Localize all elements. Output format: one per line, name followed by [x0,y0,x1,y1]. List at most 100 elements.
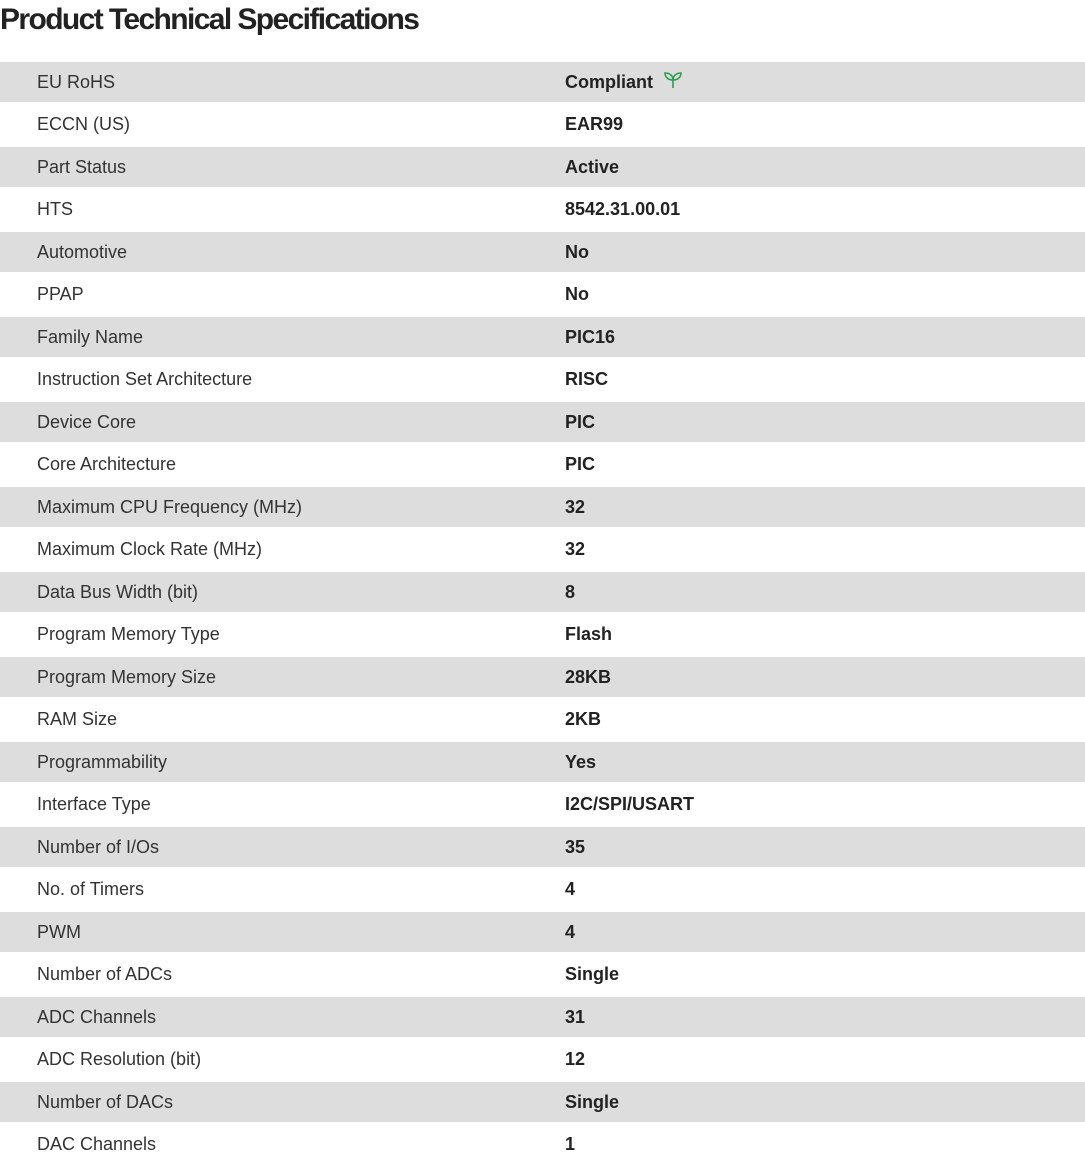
spec-label: ADC Resolution (bit) [37,1049,202,1069]
spec-value: Compliant [565,71,683,94]
spec-value: Flash [565,624,612,645]
spec-row: Maximum CPU Frequency (MHz) 32 [0,487,1085,527]
spec-label: Family Name [37,326,144,347]
spec-label: Program Memory Size [37,666,217,687]
spec-value-text: No [565,241,589,262]
spec-label: PPAP [37,284,84,304]
spec-value-text: 1 [565,1134,576,1154]
spec-value-text: PIC [565,454,596,474]
spec-value-text: I2C/SPI/USART [565,794,695,814]
spec-value-text: 4 [565,921,576,942]
spec-label: Programmability [37,751,168,772]
spec-label: PWM [37,921,81,942]
spec-row: HTS 8542.31.00.01 [0,187,1085,232]
spec-value: 12 [565,1049,585,1070]
spec-label: RAM Size [37,709,118,729]
spec-value: Single [565,964,619,985]
spec-label: Device Core [37,411,137,432]
spec-value-text: Yes [565,751,597,772]
spec-label: Maximum CPU Frequency (MHz) [37,496,303,517]
spec-value-text: 8542.31.00.01 [565,199,681,219]
spec-value-text: 31 [565,1006,586,1027]
spec-value-text: 12 [565,1049,586,1069]
spec-value-text: 32 [565,496,586,517]
spec-value-text: PIC16 [565,326,616,347]
spec-label: ECCN (US) [37,114,130,134]
spec-value-text: 4 [565,879,576,899]
spec-value: 28KB [565,667,611,688]
spec-value: No [565,242,589,263]
spec-label: No. of Timers [37,879,145,899]
spec-label: ADC Channels [37,1006,157,1027]
spec-value: PIC [565,454,595,475]
spec-row: Programmability Yes [0,742,1085,782]
spec-label: Data Bus Width (bit) [37,581,199,602]
spec-label: DAC Channels [37,1134,157,1154]
spec-value-text: Compliant [565,71,653,92]
spec-label: Number of I/Os [37,836,160,857]
spec-value-text: EAR99 [565,114,624,134]
spec-row: Maximum Clock Rate (MHz) 32 [0,527,1085,572]
spec-label: Core Architecture [37,454,177,474]
spec-row: Program Memory Size 28KB [0,657,1085,697]
spec-value: Single [565,1092,619,1113]
spec-row: Family Name PIC16 [0,317,1085,357]
spec-row: ADC Channels 31 [0,997,1085,1037]
spec-row: ADC Resolution (bit) 12 [0,1037,1085,1082]
spec-row: EU RoHS Compliant [0,62,1085,102]
spec-value: I2C/SPI/USART [565,794,694,815]
spec-value-text: 35 [565,836,586,857]
spec-value-text: Single [565,964,620,984]
spec-value-text: RISC [565,369,609,389]
spec-row: PPAP No [0,272,1085,317]
spec-value-text: Flash [565,624,613,644]
spec-value: 32 [565,497,585,518]
spec-label: Interface Type [37,794,151,814]
spec-value: RISC [565,369,608,390]
spec-label: HTS [37,199,73,219]
spec-row: Interface Type I2C/SPI/USART [0,782,1085,827]
spec-label: Instruction Set Architecture [37,369,253,389]
spec-row: Core Architecture PIC [0,442,1085,487]
spec-value: 2KB [565,709,601,730]
spec-row: Number of ADCs Single [0,952,1085,997]
spec-value: 31 [565,1007,585,1028]
spec-value: 1 [565,1134,575,1155]
spec-value: 4 [565,879,575,900]
spec-value: PIC16 [565,327,615,348]
spec-value-text: 2KB [565,709,602,729]
spec-row: Data Bus Width (bit) 8 [0,572,1085,612]
spec-row: Instruction Set Architecture RISC [0,357,1085,402]
spec-label: Number of DACs [37,1091,174,1112]
spec-label: Automotive [37,241,128,262]
spec-table: EU RoHS Compliant ECCN (US) EAR99 Part Statu… [0,62,1085,1167]
spec-row: No. of Timers 4 [0,867,1085,912]
spec-value: 8542.31.00.01 [565,199,680,220]
spec-label: Program Memory Type [37,624,220,644]
spec-value-text: 28KB [565,666,612,687]
spec-row: Automotive No [0,232,1085,272]
spec-value: Active [565,157,619,178]
spec-value-text: 32 [565,539,586,559]
spec-value-text: 8 [565,581,576,602]
spec-value: 4 [565,922,575,943]
spec-row: Number of DACs Single [0,1082,1085,1122]
spec-value: 8 [565,582,575,603]
spec-value: EAR99 [565,114,623,135]
spec-row: Device Core PIC [0,402,1085,442]
spec-label: EU RoHS [37,71,116,92]
spec-row: Number of I/Os 35 [0,827,1085,867]
spec-value-text: No [565,284,589,304]
spec-value-text: Single [565,1091,620,1112]
spec-label: Maximum Clock Rate (MHz) [37,539,263,559]
leaf-icon [663,71,683,94]
spec-row: ECCN (US) EAR99 [0,102,1085,147]
spec-value-text: PIC [565,411,596,432]
spec-row: Part Status Active [0,147,1085,187]
spec-value: 32 [565,539,585,560]
spec-value: PIC [565,412,595,433]
spec-label: Part Status [37,156,127,177]
spec-value: No [565,284,589,305]
spec-label: Number of ADCs [37,964,173,984]
page-title: Product Technical Specifications [0,3,420,36]
